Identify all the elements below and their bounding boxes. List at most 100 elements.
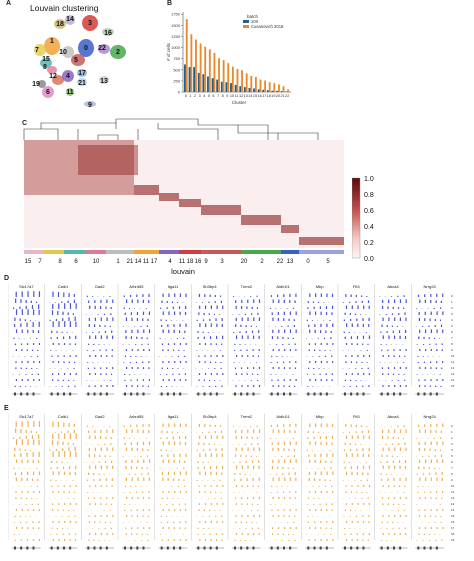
peak bbox=[440, 437, 442, 439]
peak bbox=[13, 522, 15, 523]
peak bbox=[168, 329, 170, 333]
peak bbox=[295, 311, 297, 315]
peak bbox=[112, 299, 114, 303]
peak bbox=[18, 374, 21, 375]
peak bbox=[147, 472, 149, 475]
peak bbox=[320, 361, 322, 363]
gene-label: Calb1 bbox=[58, 284, 69, 289]
peak bbox=[134, 456, 136, 457]
x-tick-label: 0 bbox=[185, 94, 187, 98]
peak bbox=[160, 437, 162, 439]
track-row-label: 1 bbox=[451, 430, 453, 434]
peak bbox=[14, 539, 16, 541]
cluster-blob bbox=[77, 78, 87, 86]
peak bbox=[197, 534, 199, 535]
peak bbox=[403, 425, 405, 427]
peak bbox=[160, 307, 162, 309]
peak bbox=[37, 478, 39, 481]
peak bbox=[201, 432, 204, 433]
peak bbox=[419, 329, 421, 333]
peak bbox=[111, 460, 113, 463]
peak bbox=[277, 294, 279, 297]
peak bbox=[367, 367, 369, 369]
peak bbox=[382, 435, 384, 439]
peak bbox=[320, 423, 322, 427]
peak bbox=[125, 385, 128, 387]
peak bbox=[397, 522, 399, 523]
peak bbox=[440, 324, 443, 327]
peak bbox=[345, 361, 347, 363]
peak bbox=[278, 527, 280, 529]
peak bbox=[345, 323, 348, 327]
heatmap-panel: 15 7 8 6 10 1 21 14 11 17 4 11 18 16 9 3… bbox=[23, 118, 344, 276]
peak bbox=[271, 336, 274, 339]
y-tick-label: 750 bbox=[173, 56, 180, 61]
peak bbox=[27, 421, 29, 427]
exon bbox=[350, 546, 353, 550]
peak bbox=[142, 385, 144, 387]
exon bbox=[215, 392, 218, 396]
peak bbox=[331, 485, 333, 487]
peak bbox=[394, 385, 396, 387]
gene-label: Aldh1l1 bbox=[276, 414, 290, 419]
exon bbox=[423, 392, 426, 396]
peak bbox=[440, 386, 442, 387]
track-row-label: 13 bbox=[451, 372, 455, 376]
peak bbox=[165, 319, 167, 321]
peak bbox=[199, 361, 201, 363]
peak bbox=[342, 432, 344, 433]
peak bbox=[398, 373, 400, 375]
peak bbox=[348, 368, 350, 369]
peak bbox=[125, 477, 127, 481]
peak bbox=[417, 485, 419, 487]
peak bbox=[253, 335, 255, 339]
peak bbox=[238, 314, 240, 315]
peak bbox=[257, 373, 259, 375]
peak bbox=[74, 539, 77, 541]
peak bbox=[183, 467, 185, 469]
peak bbox=[281, 326, 283, 327]
peak bbox=[393, 349, 395, 351]
peak bbox=[74, 361, 76, 363]
cluster-label: 18 bbox=[56, 21, 64, 28]
peak bbox=[27, 527, 29, 529]
peak bbox=[52, 321, 54, 327]
peak bbox=[239, 344, 241, 345]
cluster-tick: 17 bbox=[151, 259, 158, 265]
peak bbox=[442, 527, 444, 529]
peak bbox=[357, 485, 359, 487]
peak bbox=[368, 435, 370, 439]
peak bbox=[343, 528, 346, 529]
peak bbox=[19, 318, 21, 321]
peak bbox=[62, 311, 64, 315]
peak bbox=[100, 385, 102, 387]
peak bbox=[140, 486, 142, 487]
peak bbox=[405, 447, 407, 451]
peak bbox=[30, 300, 32, 303]
peak bbox=[171, 356, 173, 357]
peak bbox=[56, 534, 58, 535]
peak bbox=[105, 478, 107, 481]
peak bbox=[32, 329, 34, 333]
heatmap-block bbox=[24, 140, 134, 195]
peak bbox=[30, 486, 32, 487]
peak bbox=[233, 462, 235, 463]
peak bbox=[417, 355, 419, 357]
peak bbox=[424, 379, 426, 381]
peak bbox=[125, 465, 127, 469]
peak bbox=[148, 379, 150, 381]
peak bbox=[344, 312, 346, 315]
peak bbox=[21, 291, 23, 297]
peak bbox=[73, 299, 75, 303]
exon bbox=[87, 546, 90, 550]
peak bbox=[66, 462, 68, 463]
peak bbox=[295, 527, 297, 529]
peak bbox=[331, 373, 333, 375]
peak bbox=[399, 533, 401, 535]
peak bbox=[307, 300, 309, 303]
peak bbox=[428, 539, 431, 541]
peak bbox=[363, 435, 365, 439]
peak bbox=[93, 367, 96, 369]
peak bbox=[368, 454, 370, 457]
peak bbox=[100, 503, 102, 505]
